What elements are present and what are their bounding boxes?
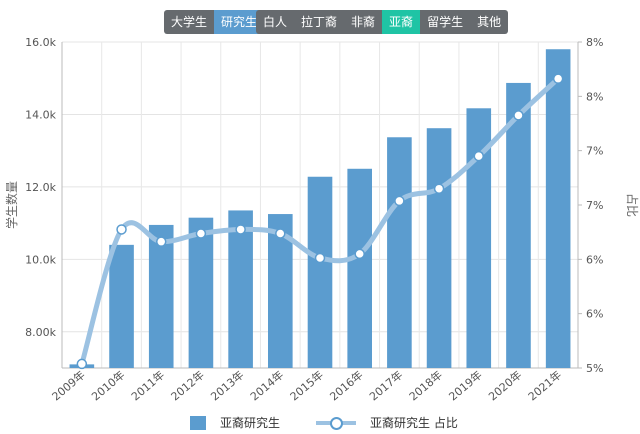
y2-tick-label: 5% [586, 362, 603, 375]
x-tick-label: 2019年 [446, 368, 485, 404]
line-point-2013年 [235, 224, 246, 235]
bar-2012年 [188, 217, 214, 368]
tab-graduate[interactable]: 研究生 [214, 10, 265, 34]
bar-2010年 [109, 244, 134, 368]
line-point-2014年 [275, 228, 286, 239]
bar-2013年 [228, 210, 253, 368]
line-point-2019年 [473, 150, 485, 162]
line-point-2018年 [433, 183, 445, 194]
y-tick-label: 14.0k [25, 108, 56, 121]
x-tick-label: 2012年 [168, 368, 207, 404]
y-tick-label: 8.00k [25, 326, 56, 339]
tab-latino[interactable]: 拉丁裔 [294, 10, 345, 34]
y2-tick-label: 6% [586, 253, 603, 266]
x-tick-label: 2014年 [247, 368, 286, 404]
line-point-2020年 [513, 110, 524, 121]
bar-2020年 [506, 82, 531, 368]
tab-undergraduate[interactable]: 大学生 [164, 10, 215, 34]
tab-white[interactable]: 白人 [256, 10, 295, 34]
x-tick-label: 2021年 [525, 368, 564, 404]
tab-african[interactable]: 非裔 [344, 10, 383, 34]
legend-line-label: 亚裔研究生 占比 [370, 416, 458, 430]
legend-bar-label: 亚裔研究生 [220, 416, 281, 430]
tab-other[interactable]: 其他 [470, 10, 509, 34]
bar-2021年 [545, 49, 571, 368]
legend-item-line[interactable]: 亚裔研究生 占比 [316, 414, 458, 431]
x-tick-label: 2016年 [327, 368, 366, 404]
y-tick-label: 10.0k [25, 253, 56, 266]
x-tick-label: 2013年 [208, 368, 247, 404]
line-point-2012年 [195, 228, 207, 239]
tab-international[interactable]: 留学生 [420, 10, 471, 34]
bar-2015年 [307, 176, 333, 368]
level-tabs: 大学生 研究生 [164, 10, 265, 34]
x-tick-label: 2010年 [89, 368, 128, 404]
x-tick-label: 2017年 [366, 368, 405, 404]
line-point-2015年 [314, 252, 326, 264]
y2-tick-label: 8% [586, 36, 603, 49]
line-point-2011年 [155, 236, 167, 247]
line-point-2017年 [394, 195, 405, 207]
line-point-2009年 [76, 358, 88, 370]
bar-2017年 [387, 137, 412, 368]
y2-tick-label: 6% [586, 308, 603, 321]
y2-tick-label: 8% [586, 90, 603, 103]
y2-tick-label: 7% [586, 199, 603, 212]
y2-axis-title: 占比 [625, 193, 640, 217]
legend-bar-swatch [190, 415, 206, 430]
y-tick-label: 12.0k [25, 181, 56, 194]
bar-2018年 [426, 128, 452, 368]
y2-tick-label: 7% [586, 145, 603, 158]
bar-2016年 [347, 168, 372, 368]
x-tick-label: 2018年 [406, 368, 445, 404]
y-tick-label: 16.0k [25, 36, 56, 49]
tab-asian[interactable]: 亚裔 [382, 10, 421, 34]
bar-2011年 [148, 224, 174, 368]
y-axis-title: 学生数量 [4, 181, 19, 229]
legend-item-bar[interactable]: 亚裔研究生 [190, 414, 280, 431]
line-point-2010年 [116, 224, 127, 235]
x-tick-label: 2009年 [49, 368, 88, 404]
group-tabs: 白人 拉丁裔 非裔 亚裔 留学生 其他 [256, 10, 509, 34]
x-tick-label: 2015年 [287, 368, 326, 404]
x-tick-label: 2011年 [128, 368, 167, 404]
line-point-2016年 [354, 248, 365, 260]
legend-line-swatch [316, 416, 356, 430]
x-tick-label: 2020年 [486, 368, 525, 404]
line-point-2021年 [552, 73, 564, 84]
